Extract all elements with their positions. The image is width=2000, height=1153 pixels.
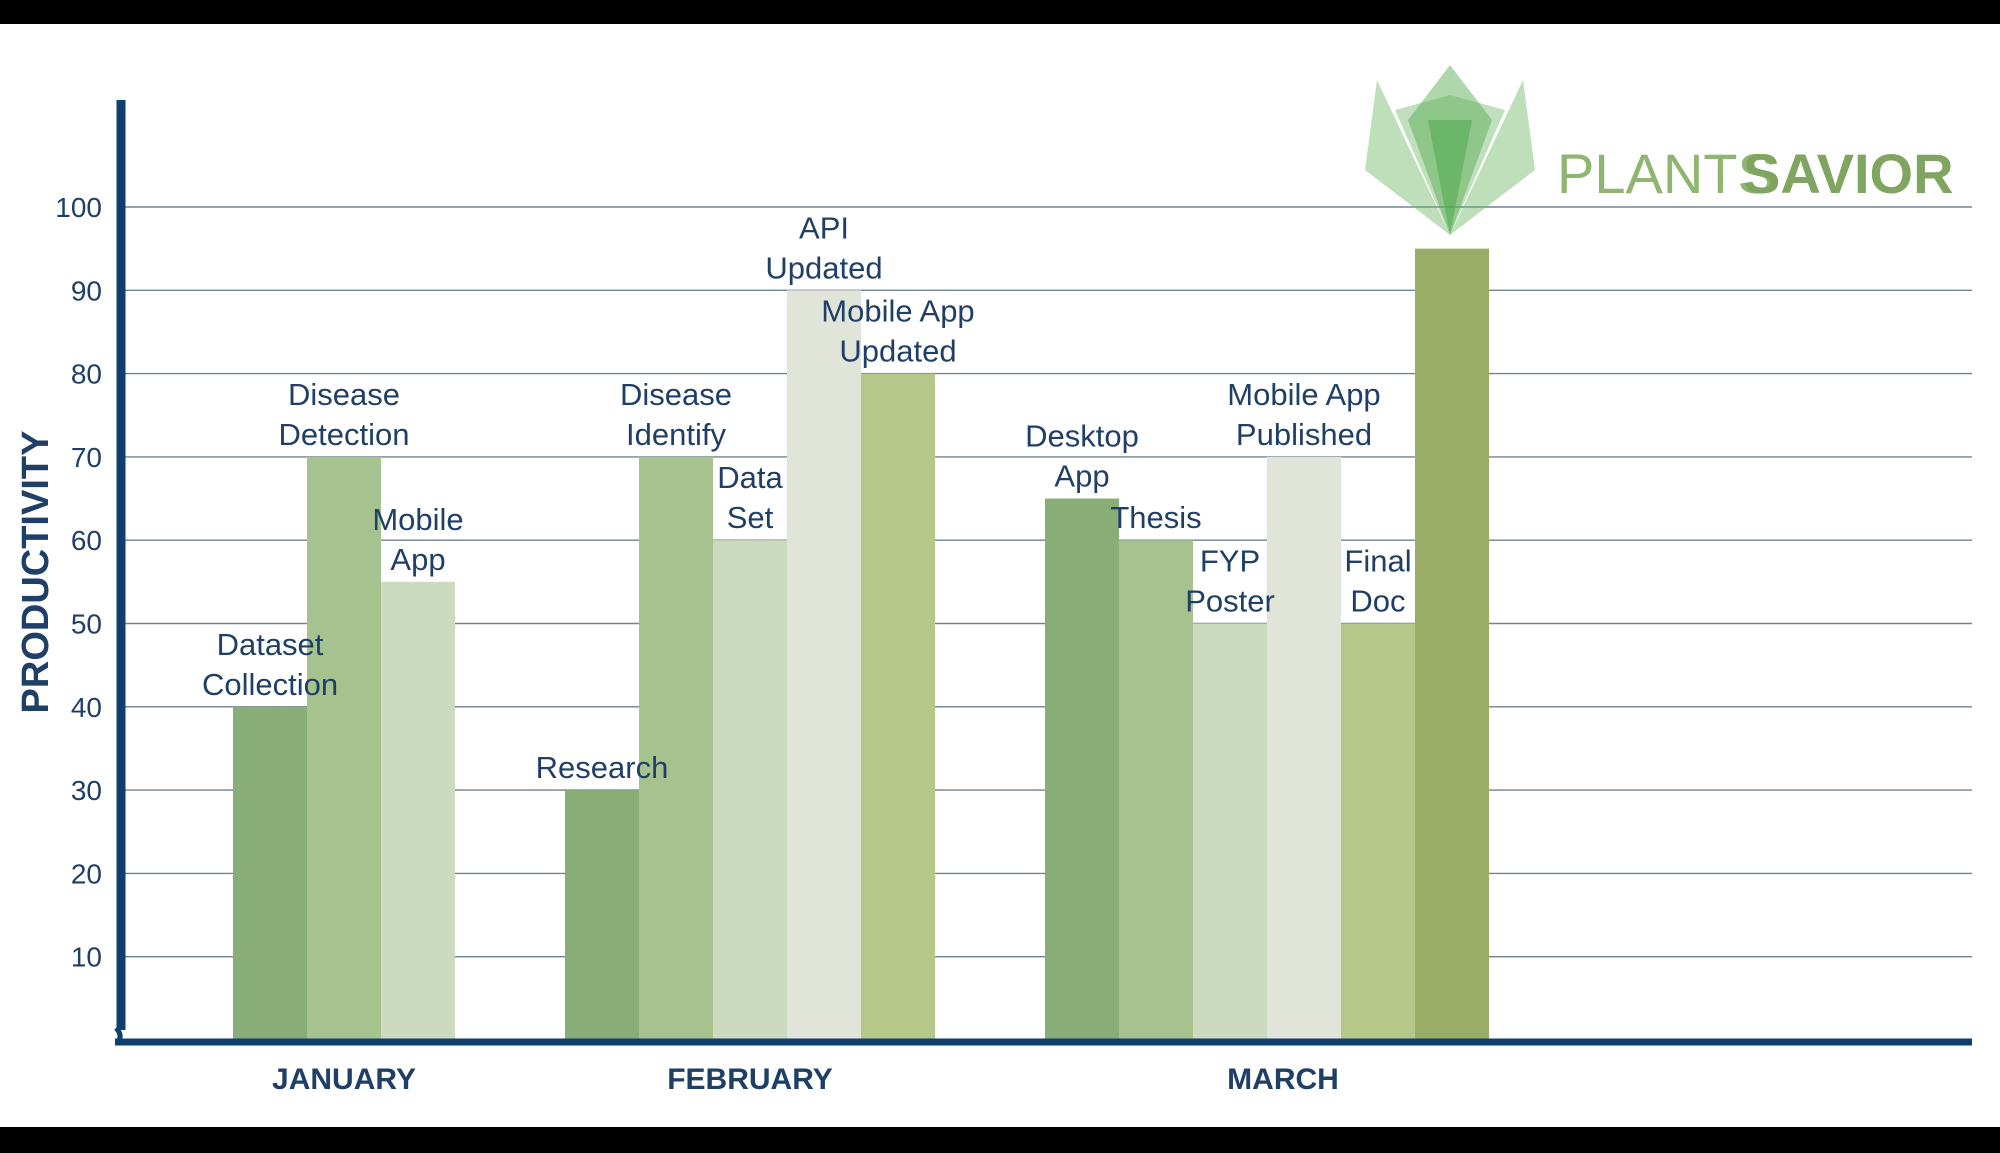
bar-label-january-1-1: Detection <box>279 417 410 452</box>
plants-savior-logo: PLANTS SAVIOR <box>1365 65 1954 235</box>
bar-label-march-0-0: Desktop <box>1025 419 1139 454</box>
leaf-icon <box>1365 65 1535 235</box>
bar-label-march-0-1: App <box>1054 459 1109 494</box>
bar-label-january-2-0: Mobile <box>372 502 463 537</box>
bar-february-1 <box>639 456 713 1040</box>
bar-label-march-2-0: FYP <box>1200 544 1260 579</box>
bar-label-march-2-1: Poster <box>1185 584 1275 619</box>
bar-label-january-2-1: App <box>390 542 445 577</box>
bar-label-february-3-1: Updated <box>765 250 882 285</box>
bar-label-february-1-1: Identify <box>626 417 726 452</box>
bar-label-january-0-1: Collection <box>202 667 338 702</box>
bar-label-march-4-0: Final <box>1344 544 1411 579</box>
bar-label-february-4-0: Mobile App <box>821 294 974 329</box>
bar-label-february-2-0: Data <box>717 460 783 495</box>
bar-label-february-4-1: Updated <box>839 334 956 369</box>
bar-label-january-0-0: Dataset <box>217 627 324 662</box>
bar-february-4 <box>861 373 935 1041</box>
bar-march-2 <box>1193 623 1267 1040</box>
bar-january-0 <box>233 706 307 1040</box>
y-tick-label-30: 30 <box>71 775 102 806</box>
bar-label-february-1-0: Disease <box>620 377 732 412</box>
logo-text-savior: SAVIOR <box>1743 142 1954 205</box>
bar-march-4 <box>1341 623 1415 1040</box>
month-label-march: MARCH <box>1227 1063 1339 1096</box>
month-label-february: FEBRUARY <box>667 1063 833 1096</box>
y-axis-title: PRODUCTIVITY <box>15 431 57 714</box>
bar-march-0 <box>1045 498 1119 1040</box>
axes <box>114 100 1972 1046</box>
logo-text-plants: PLANTS <box>1557 142 1775 205</box>
bar-march-5 <box>1415 248 1489 1040</box>
bar-label-february-0-0: Research <box>536 750 669 785</box>
y-tick-label-70: 70 <box>71 442 102 473</box>
bar-label-february-3-0: API <box>799 210 849 245</box>
bar-march-1 <box>1119 540 1193 1040</box>
y-tick-label-20: 20 <box>71 858 102 889</box>
bar-label-march-3-0: Mobile App <box>1227 377 1380 412</box>
y-tick-label-100: 100 <box>55 192 102 223</box>
bar-february-0 <box>565 790 639 1040</box>
bar-label-january-1-0: Disease <box>288 377 400 412</box>
bar-label-march-1-0: Thesis <box>1110 500 1201 535</box>
y-tick-label-40: 40 <box>71 692 102 723</box>
bottom-frame <box>0 1127 2000 1153</box>
axis-corner <box>114 1026 123 1044</box>
bar-label-march-4-1: Doc <box>1350 584 1405 619</box>
bar-february-2 <box>713 540 787 1040</box>
bar-label-february-2-1: Set <box>727 500 774 535</box>
bar-march-3 <box>1267 456 1341 1040</box>
month-label-january: JANUARY <box>272 1063 416 1096</box>
bar-january-1 <box>307 456 381 1040</box>
bar-labels: Dataset Collection Disease Detection Mobile A… <box>202 210 1412 785</box>
y-tick-label-50: 50 <box>71 609 102 640</box>
y-tick-label-10: 10 <box>71 942 102 973</box>
bar-february-3 <box>787 290 861 1040</box>
y-tick-label-60: 60 <box>71 525 102 556</box>
bars <box>233 248 1489 1041</box>
bar-label-march-3-1: Published <box>1236 417 1372 452</box>
y-tick-label-80: 80 <box>71 359 102 390</box>
month-labels: JANUARY FEBRUARY MARCH <box>272 1063 1339 1096</box>
top-frame <box>0 0 2000 24</box>
y-tick-label-90: 90 <box>71 275 102 306</box>
y-tick-labels: 10 20 30 40 50 60 70 80 90 100 <box>55 192 102 973</box>
bar-january-2 <box>381 581 455 1040</box>
